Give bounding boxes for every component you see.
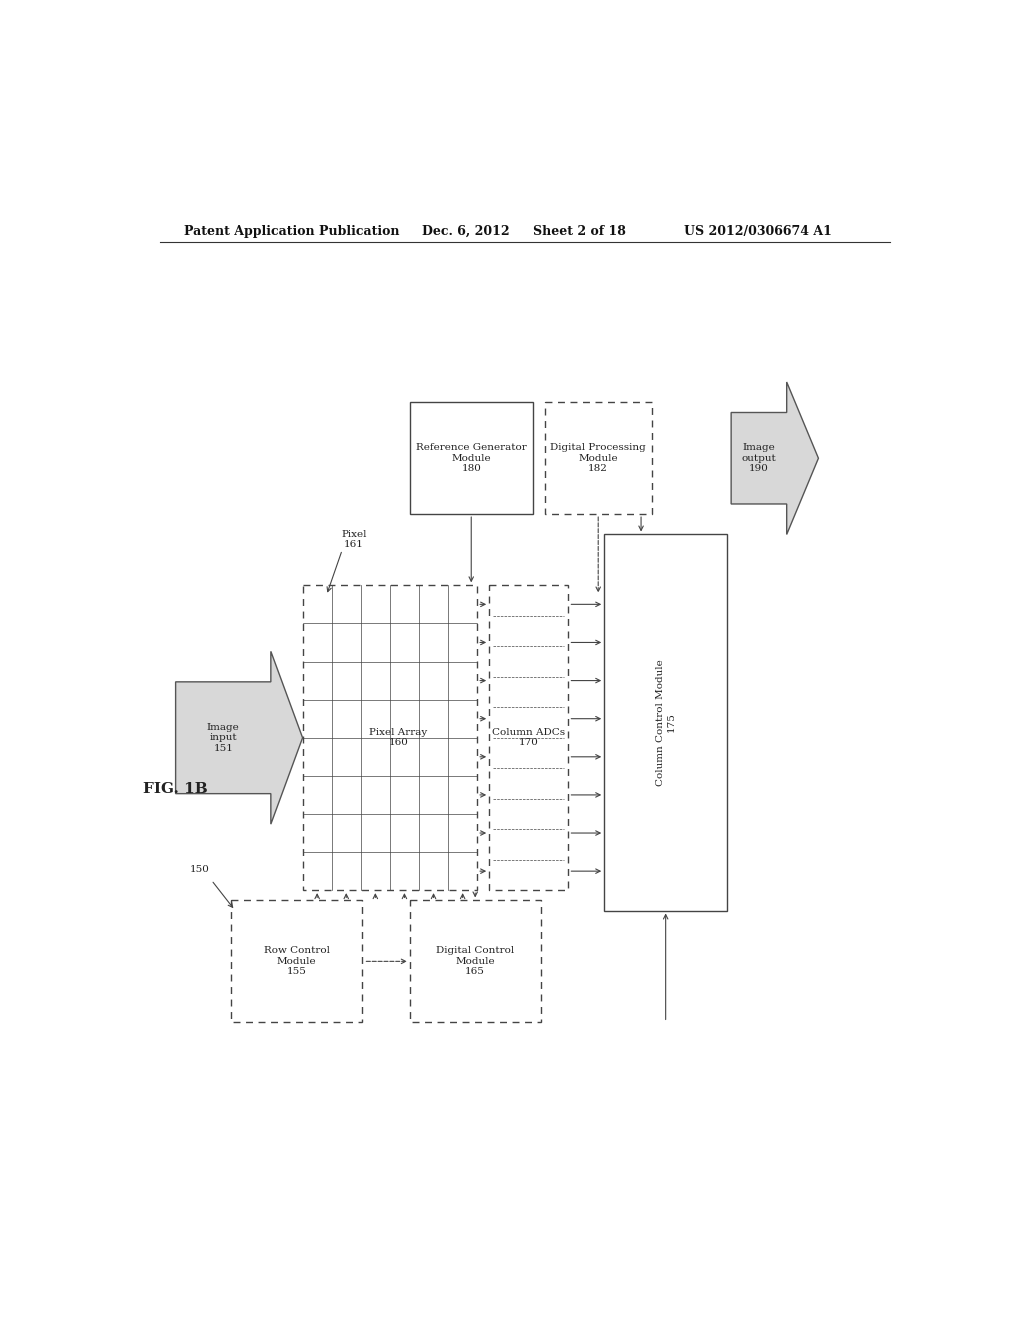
Polygon shape bbox=[176, 651, 303, 824]
Text: Digital Processing
Module
182: Digital Processing Module 182 bbox=[550, 444, 646, 473]
Bar bbox=[303, 585, 477, 890]
Bar bbox=[231, 900, 362, 1022]
Text: Patent Application Publication: Patent Application Publication bbox=[183, 226, 399, 238]
Bar bbox=[604, 535, 727, 911]
Text: Reference Generator
Module
180: Reference Generator Module 180 bbox=[416, 444, 526, 473]
Text: FIG. 1B: FIG. 1B bbox=[143, 781, 208, 796]
Text: US 2012/0306674 A1: US 2012/0306674 A1 bbox=[684, 226, 831, 238]
Text: Pixel Array
160: Pixel Array 160 bbox=[370, 729, 428, 747]
Text: Image
input
151: Image input 151 bbox=[207, 723, 240, 752]
Polygon shape bbox=[731, 381, 818, 535]
Text: Dec. 6, 2012: Dec. 6, 2012 bbox=[422, 226, 509, 238]
Text: Column Control Module
175: Column Control Module 175 bbox=[656, 659, 676, 785]
Bar bbox=[410, 900, 541, 1022]
Bar bbox=[410, 403, 532, 513]
Bar bbox=[489, 585, 568, 890]
Text: Digital Control
Module
165: Digital Control Module 165 bbox=[436, 946, 514, 977]
Text: Row Control
Module
155: Row Control Module 155 bbox=[263, 946, 330, 977]
Text: Image
output
190: Image output 190 bbox=[741, 444, 776, 473]
Text: Pixel
161: Pixel 161 bbox=[341, 529, 367, 549]
Text: Sheet 2 of 18: Sheet 2 of 18 bbox=[532, 226, 626, 238]
Text: Column ADCs
170: Column ADCs 170 bbox=[493, 729, 565, 747]
Text: 150: 150 bbox=[189, 866, 209, 874]
Bar bbox=[545, 403, 652, 513]
